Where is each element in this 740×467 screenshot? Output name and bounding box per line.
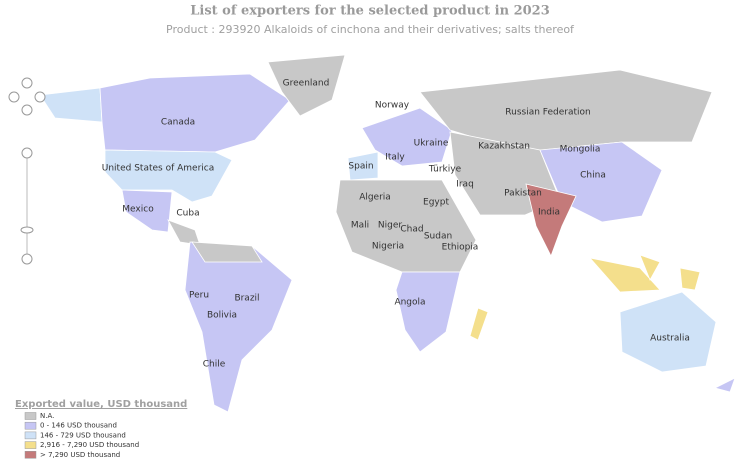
country-label: Iraq xyxy=(456,180,474,190)
country-label: United States of America xyxy=(102,164,214,174)
country-label: Angola xyxy=(394,298,425,308)
country-shape xyxy=(361,107,453,167)
country-label: Russian Federation xyxy=(505,108,590,118)
zoom-in[interactable] xyxy=(21,147,33,159)
legend-swatch xyxy=(24,421,37,430)
country-shape xyxy=(104,149,233,203)
country-shape xyxy=(99,73,291,153)
pan-up[interactable] xyxy=(21,77,33,89)
country-label: India xyxy=(538,208,560,218)
legend-swatch xyxy=(24,441,37,449)
zoom-controls[interactable] xyxy=(8,77,46,265)
country-shape xyxy=(184,241,293,413)
legend-swatch xyxy=(24,412,37,420)
country-shape xyxy=(525,183,577,258)
subtitle: Product : 293920 Alkaloids of cinchona a… xyxy=(166,23,575,36)
legend-title: Exported value, USD thousand xyxy=(15,399,187,410)
pan-left[interactable] xyxy=(8,91,20,103)
legend-label: > 7,290 USD thousand xyxy=(40,451,120,459)
country-label: Australia xyxy=(650,334,690,344)
country-label: Mexico xyxy=(122,205,154,215)
country-label: Nigeria xyxy=(372,242,404,252)
country-label: Algeria xyxy=(359,193,391,203)
country-label: Niger xyxy=(378,221,402,231)
pan-down[interactable] xyxy=(21,104,33,116)
country-label: Egypt xyxy=(423,198,449,208)
country-shape xyxy=(167,219,201,246)
legend-swatch xyxy=(24,451,37,459)
zoom-out[interactable] xyxy=(21,253,33,265)
country-shape xyxy=(588,254,701,293)
country-label: Ukraine xyxy=(414,139,449,149)
country-label: Greenland xyxy=(283,79,330,89)
country-label: Pakistan xyxy=(504,189,542,199)
title: List of exporters for the selected produ… xyxy=(190,4,550,19)
country-shape xyxy=(347,151,379,181)
country-label: Norway xyxy=(375,101,410,111)
country-label: Chad xyxy=(400,225,423,235)
country-shape xyxy=(469,307,489,341)
country-shape xyxy=(395,271,461,353)
country-shape xyxy=(713,377,736,393)
legend-label: 2,916 - 7,290 USD thousand xyxy=(40,441,139,449)
country-shape xyxy=(267,54,346,117)
country-label: China xyxy=(580,171,606,181)
country-shape xyxy=(619,291,717,373)
legend-label: N.A. xyxy=(40,412,54,420)
country-shape xyxy=(191,241,263,263)
country-label: Italy xyxy=(385,153,405,163)
zoom-slider[interactable] xyxy=(20,226,34,234)
pan-right[interactable] xyxy=(34,91,46,103)
country-label: Bolivia xyxy=(207,311,237,321)
country-shape xyxy=(419,69,713,153)
country-label: Türkiye xyxy=(428,165,462,175)
legend-label: 146 - 729 USD thousand xyxy=(40,431,126,439)
country-label: Brazil xyxy=(234,294,259,304)
country-label: Mongolia xyxy=(560,145,601,155)
legend-label: 0 - 146 USD thousand xyxy=(40,422,117,430)
country-label: Peru xyxy=(189,291,209,301)
country-label: Cuba xyxy=(176,209,199,219)
country-shape xyxy=(39,87,103,123)
country-shape xyxy=(121,189,173,233)
country-label: Canada xyxy=(161,118,195,128)
country-label: Kazakhstan xyxy=(478,142,530,152)
world-map xyxy=(39,54,736,413)
country-label: Mali xyxy=(351,221,369,231)
country-label: Ethiopia xyxy=(442,243,479,253)
country-label: Spain xyxy=(348,162,373,172)
legend-swatch xyxy=(24,431,37,440)
country-label: Sudan xyxy=(424,232,452,242)
country-label: Chile xyxy=(203,360,226,370)
